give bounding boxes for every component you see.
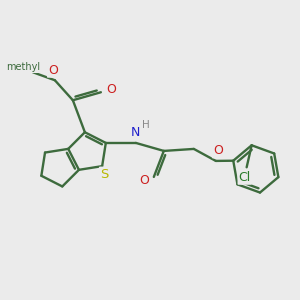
Text: Cl: Cl (238, 171, 251, 184)
Text: O: O (139, 174, 149, 188)
Text: O: O (106, 83, 116, 96)
Text: O: O (48, 64, 58, 77)
Text: S: S (100, 168, 108, 181)
Text: N: N (131, 126, 140, 140)
Text: methyl: methyl (6, 62, 40, 72)
Text: H: H (142, 120, 150, 130)
Text: O: O (213, 144, 223, 158)
